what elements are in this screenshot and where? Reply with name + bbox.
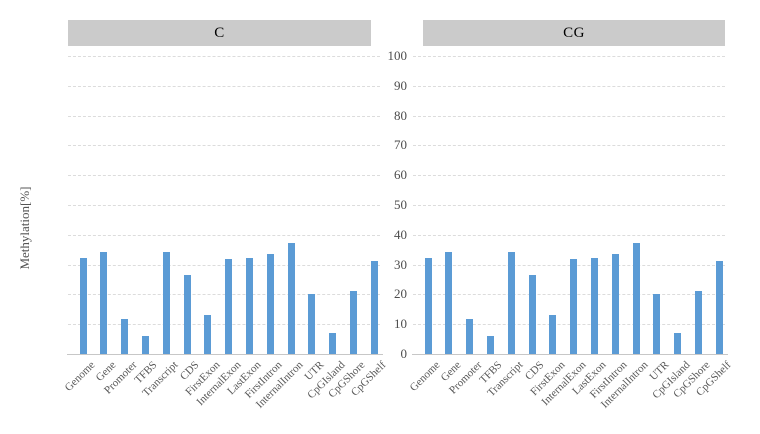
gridline-40 [413, 234, 725, 236]
gridline-10 [68, 324, 380, 326]
bar-firstintron [266, 254, 274, 354]
y-tick-label-70: 70 [394, 137, 407, 153]
gridline-60 [413, 175, 725, 177]
bar-genome [424, 257, 432, 354]
bar-utr [308, 293, 316, 354]
gridline-100 [413, 56, 725, 57]
bar-internalintron [632, 242, 640, 354]
gridline-30 [413, 264, 725, 266]
bar-tfbs [141, 335, 149, 354]
gridline-70 [68, 145, 380, 147]
y-tick-label-80: 80 [394, 107, 407, 123]
bar-cpgisland [674, 332, 682, 354]
bar-internalexon [225, 258, 233, 354]
gridline-40 [68, 234, 380, 236]
bar-cpgshore [694, 290, 702, 354]
gridline-90 [68, 85, 380, 87]
bar-cpgisland [329, 332, 337, 354]
gridline-10 [413, 324, 725, 326]
facet-header-c-label: C [214, 24, 225, 41]
bar-firstexon [204, 314, 212, 354]
gridline-80 [68, 115, 380, 117]
bar-gene [445, 251, 453, 354]
bar-internalexon [570, 258, 578, 354]
bar-gene [100, 251, 108, 354]
y-axis-title-text: Methylation[%] [17, 186, 32, 270]
gridline-100 [68, 56, 380, 57]
bar-firstexon [549, 314, 557, 354]
y-tick-label-50: 50 [394, 197, 407, 212]
facet-header-c: C [68, 20, 371, 46]
bar-genome [79, 257, 87, 354]
y-axis-title: Methylation[%] [14, 56, 36, 400]
panel-c-plot-area: Genome Gene Promoter TFBS Transcript CDS First… [63, 56, 389, 411]
y-tick-label-10: 10 [394, 316, 407, 332]
gridline-80 [413, 115, 725, 117]
bar-tfbs [486, 335, 494, 354]
y-axis-tick-labels: 0 10 20 30 40 50 60 70 80 90 100 [378, 48, 408, 361]
bar-cpgshelf [370, 260, 378, 354]
y-tick-label-100: 100 [387, 48, 408, 63]
panel-cg-plot-area: Genome Gene Promoter TFBS Transcript CDS First… [408, 56, 734, 411]
y-tick-label-40: 40 [394, 226, 407, 242]
bar-lastexon [245, 257, 253, 354]
bar-utr [653, 293, 661, 354]
facet-header-cg: CG [423, 20, 725, 46]
bar-cpgshore [349, 290, 357, 354]
y-tick-label-20: 20 [394, 286, 407, 302]
y-tick-label-90: 90 [394, 77, 407, 93]
gridline-70 [413, 145, 725, 147]
y-tick-label-0: 0 [400, 346, 408, 361]
gridline-60 [68, 175, 380, 177]
gridline-50 [413, 205, 725, 206]
bar-firstintron [611, 254, 619, 354]
x-tick-label-genome: Genome [407, 359, 443, 394]
bar-lastexon [590, 257, 598, 354]
bar-internalintron [287, 242, 295, 354]
bar-cds [183, 275, 191, 354]
gridline-90 [413, 85, 725, 87]
bar-promoter [466, 318, 474, 354]
facet-header-cg-label: CG [563, 24, 585, 41]
x-axis-line [67, 354, 383, 355]
x-tick-label-genome: Genome [62, 359, 98, 394]
gridline-50 [68, 205, 380, 206]
x-axis-line [412, 354, 728, 355]
gridline-20 [68, 294, 380, 296]
bar-transcript [507, 251, 515, 354]
bar-promoter [121, 318, 129, 354]
gridline-20 [413, 294, 725, 296]
bar-transcript [162, 251, 170, 354]
bar-cpgshelf [715, 260, 723, 354]
y-tick-label-30: 30 [394, 256, 407, 272]
y-tick-label-60: 60 [394, 167, 407, 183]
gridline-30 [68, 264, 380, 266]
bar-cds [528, 275, 536, 354]
